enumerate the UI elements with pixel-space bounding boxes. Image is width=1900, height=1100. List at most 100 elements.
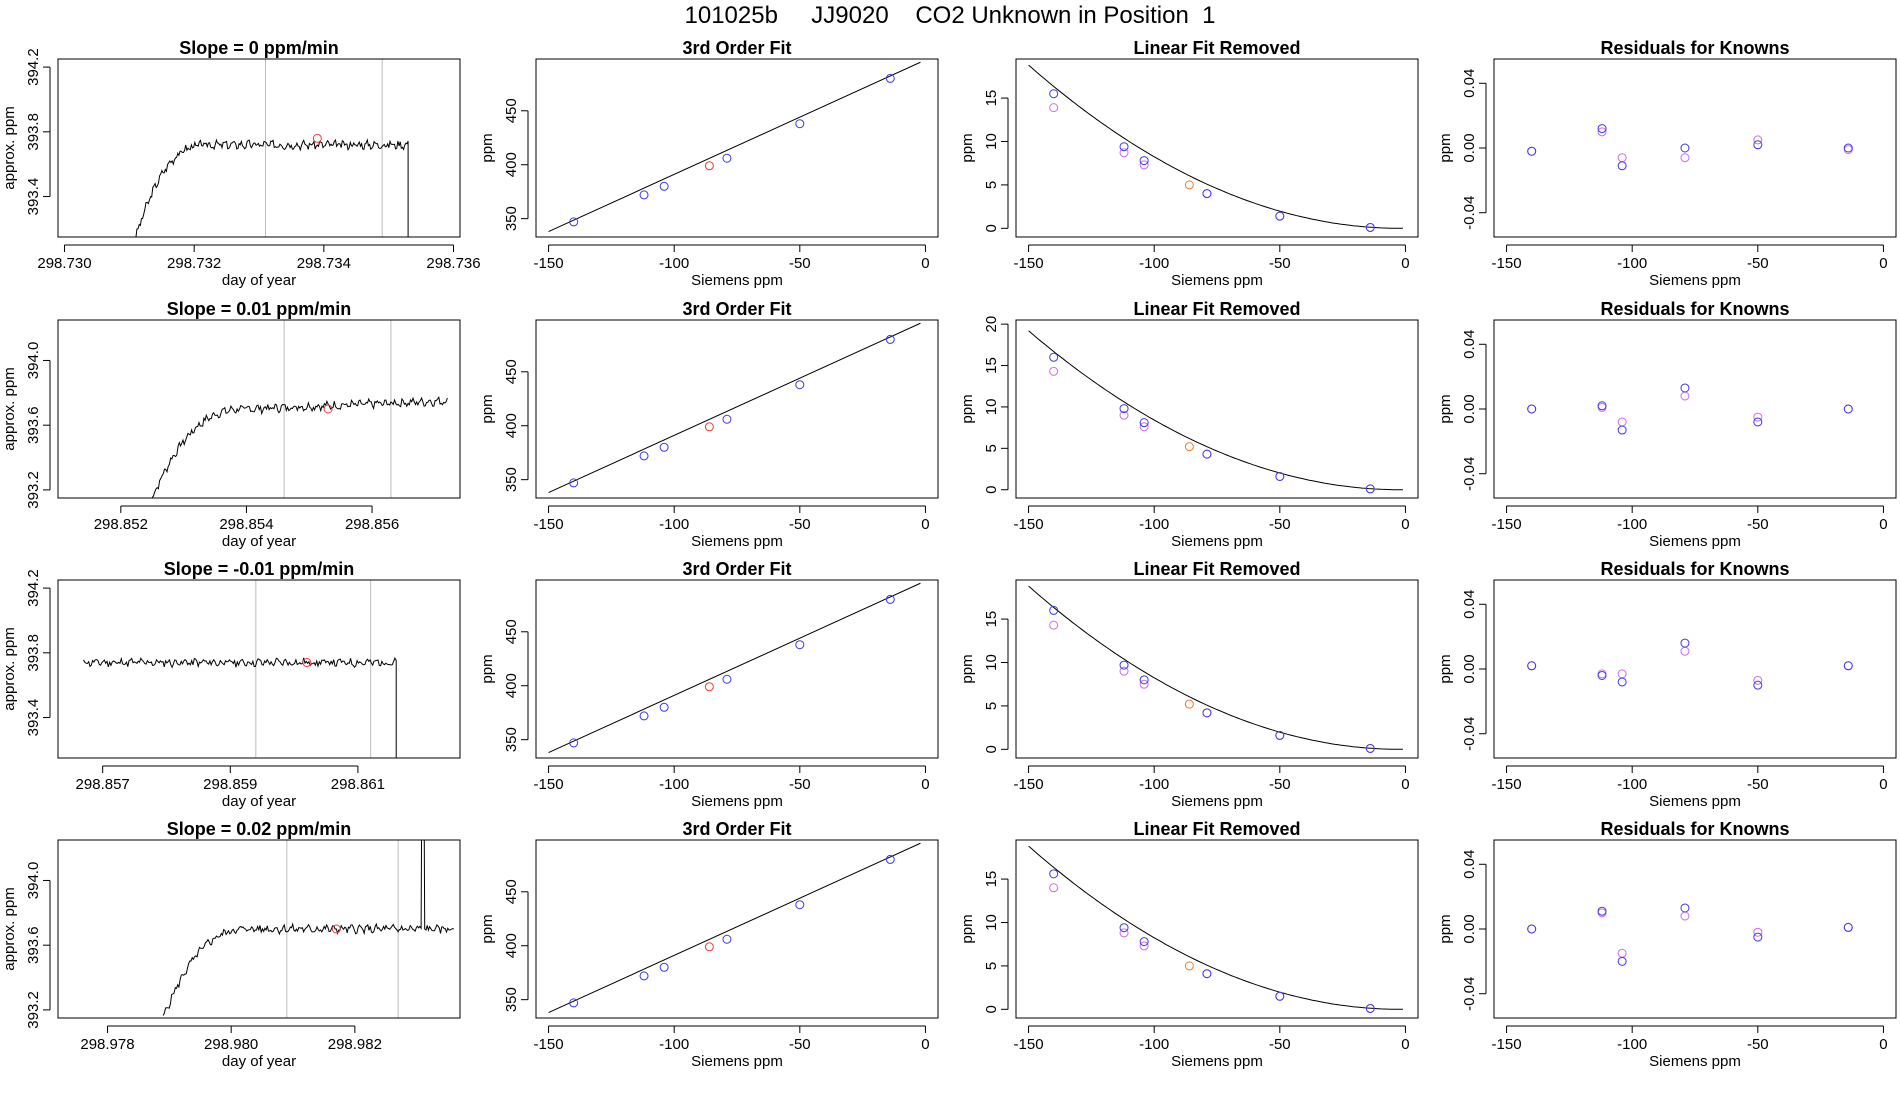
known-standard-point (659, 442, 669, 452)
x-tick-label: -100 (659, 776, 689, 793)
x-tick-label: 298.856 (345, 516, 399, 533)
alternate-point (1119, 928, 1129, 938)
known-standard-point (1617, 161, 1627, 171)
fit-curve (1028, 845, 1403, 1010)
x-axis-label: Siemens ppm (1649, 533, 1741, 550)
y-tick-label: 0.00 (1461, 654, 1478, 683)
plot-data (1028, 585, 1403, 753)
plot-frame (57, 58, 461, 238)
x-axis-label: Siemens ppm (1171, 272, 1263, 289)
unknown-mean-point (331, 924, 341, 934)
known-standard-point (639, 711, 649, 721)
x-tick-label: -100 (1139, 1036, 1169, 1053)
x-tick-label: -50 (1747, 776, 1769, 793)
x-tick-label: 298.734 (297, 255, 351, 272)
x-tick-label: 298.980 (204, 1036, 258, 1053)
panel-title: Residuals for Knowns (1600, 299, 1789, 319)
panel-title: 3rd Order Fit (682, 38, 791, 58)
panel-title: Linear Fit Removed (1133, 819, 1300, 839)
known-standard-point (1365, 222, 1375, 232)
y-tick-label: 393.4 (25, 178, 42, 216)
known-standard-point (1843, 143, 1853, 153)
x-tick-label: 0 (921, 255, 929, 272)
y-tick-label: 0 (983, 745, 1000, 753)
known-standard-point (569, 217, 579, 227)
alternate-point (1119, 410, 1129, 420)
known-standard-point (1843, 404, 1853, 414)
known-standard-point (722, 934, 732, 944)
y-axis-label: ppm (479, 914, 496, 943)
known-standard-point (1119, 660, 1129, 670)
alternate-point (1680, 646, 1690, 656)
x-tick-label: -100 (1617, 516, 1647, 533)
y-tick-label: 15 (983, 357, 1000, 374)
unknown-point (1184, 442, 1194, 452)
plot-frame (535, 579, 939, 759)
y-tick-label: 393.8 (25, 634, 42, 672)
y-tick-label: 0.00 (1461, 133, 1478, 162)
x-axis-label: Siemens ppm (1649, 1053, 1741, 1070)
x-axis-label: Siemens ppm (1171, 793, 1263, 810)
plot-data (548, 61, 921, 233)
y-tick-label: 394.0 (25, 862, 42, 900)
concentration-trace (83, 656, 397, 758)
known-standard-point (1680, 143, 1690, 153)
unknown-point (1184, 699, 1194, 709)
panel-3-1: 3rd Order Fit -150 -100 -50 0 Siemens ppm 350 4… (479, 819, 939, 1070)
x-tick-label: -150 (534, 255, 564, 272)
known-standard-point (1139, 418, 1149, 428)
plot-data (1527, 383, 1853, 435)
plot-data (1527, 638, 1853, 690)
x-tick-label: -100 (1139, 255, 1169, 272)
alternate-point (1049, 366, 1059, 376)
x-axis-label: Siemens ppm (1649, 272, 1741, 289)
alternate-point (1139, 941, 1149, 951)
x-axis-label: day of year (222, 533, 296, 550)
plot-frame (535, 319, 939, 499)
known-standard-point (1119, 142, 1129, 152)
x-tick-label: -100 (1617, 776, 1647, 793)
panel-3-0: Slope = 0.02 ppm/min 298.978 298.980 298.98… (1, 819, 461, 1070)
x-axis-label: day of year (222, 793, 296, 810)
known-standard-point (1753, 140, 1763, 150)
unknown-mean-point (312, 133, 322, 143)
y-tick-label: 0.04 (1461, 330, 1478, 359)
x-tick-label: 0 (1401, 776, 1409, 793)
x-axis-label: Siemens ppm (1171, 1053, 1263, 1070)
y-tick-label: 394.2 (25, 48, 42, 86)
panel-1-3: Residuals for Knowns -150 -100 -50 0 Siemens … (1437, 299, 1897, 550)
y-tick-label: 394.2 (25, 569, 42, 607)
plot-frame (1015, 839, 1419, 1019)
y-tick-label: 0.04 (1461, 69, 1478, 98)
alternate-point (1680, 153, 1690, 163)
panel-1-2: Linear Fit Removed -150 -100 -50 0 Siemens pp… (959, 299, 1419, 550)
known-standard-point (1049, 605, 1059, 615)
y-tick-label: 15 (983, 90, 1000, 107)
y-tick-label: 0.04 (1461, 850, 1478, 879)
y-tick-label: 450 (503, 359, 520, 384)
unknown-point (704, 161, 714, 171)
panel-0-2: Linear Fit Removed -150 -100 -50 0 Siemens pp… (959, 38, 1419, 289)
y-tick-label: 394.0 (25, 342, 42, 380)
known-standard-point (1597, 401, 1607, 411)
known-standard-point (659, 702, 669, 712)
plot-data (151, 396, 448, 498)
y-tick-label: 400 (503, 152, 520, 177)
known-standard-point (1617, 425, 1627, 435)
plot-frame (1493, 579, 1897, 759)
y-tick-label: 350 (503, 206, 520, 231)
x-tick-label: -50 (1747, 255, 1769, 272)
known-standard-point (1843, 922, 1853, 932)
y-axis-label: ppm (479, 654, 496, 683)
known-standard-point (569, 478, 579, 488)
x-tick-label: -50 (789, 255, 811, 272)
plot-data (162, 840, 454, 1016)
panel-title: Slope = 0.02 ppm/min (167, 819, 352, 839)
known-standard-point (885, 73, 895, 83)
plot-data (548, 582, 921, 754)
known-standard-point (795, 640, 805, 650)
x-tick-label: 0 (921, 776, 929, 793)
alternate-point (1680, 391, 1690, 401)
y-tick-label: 20 (983, 316, 1000, 333)
known-standard-point (1680, 638, 1690, 648)
